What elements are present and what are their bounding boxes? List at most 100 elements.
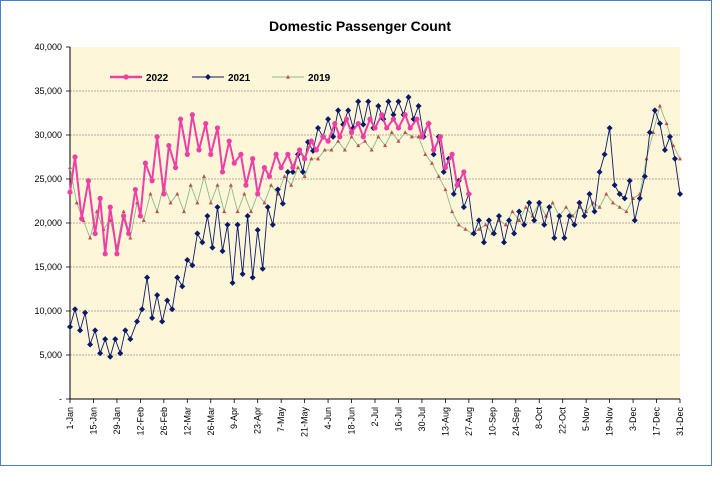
y-tick-label: 30,000 <box>34 130 62 140</box>
x-tick-label: 9-Apr <box>229 407 239 429</box>
point-2022 <box>426 121 431 126</box>
point-2022 <box>185 152 190 157</box>
x-tick-label: 10-Sep <box>487 407 497 436</box>
point-2022 <box>103 251 108 256</box>
x-tick-label: 31-Dec <box>675 407 685 437</box>
x-tick-label: 17-Dec <box>652 407 662 437</box>
point-2022 <box>173 165 178 170</box>
point-2022 <box>443 165 448 170</box>
point-2022 <box>93 231 98 236</box>
point-2022 <box>408 125 413 130</box>
point-2022 <box>155 134 160 139</box>
point-2022 <box>325 139 330 144</box>
x-tick-label: 30-Jul <box>417 407 427 432</box>
y-tick-label: 35,000 <box>34 86 62 96</box>
point-2022 <box>166 143 171 148</box>
x-tick-label: 19-Nov <box>605 407 615 437</box>
x-tick-label: 24-Sep <box>511 407 521 436</box>
point-2022 <box>391 117 396 122</box>
point-2022 <box>320 134 325 139</box>
legend-label: 2021 <box>228 73 251 84</box>
y-tick-label: 25,000 <box>34 174 62 184</box>
y-tick-label: 10,000 <box>34 306 62 316</box>
point-2022 <box>379 112 384 117</box>
point-2022 <box>344 117 349 122</box>
point-2022 <box>114 251 119 256</box>
point-2022 <box>332 121 337 126</box>
point-2022 <box>349 130 354 135</box>
passenger-chart: 40,00035,00030,00025,00020,00015,00010,0… <box>0 0 720 482</box>
point-2022 <box>455 183 460 188</box>
point-2022 <box>262 165 267 170</box>
point-2022 <box>190 112 195 117</box>
x-tick-label: 12-Mar <box>182 407 192 436</box>
point-2022 <box>367 117 372 122</box>
y-tick-label: 15,000 <box>34 262 62 272</box>
x-tick-label: 18-Jun <box>347 407 357 435</box>
legend-label: 2022 <box>146 73 169 84</box>
point-2022 <box>215 125 220 130</box>
point-2022 <box>203 121 208 126</box>
x-tick-label: 13-Aug <box>440 407 450 436</box>
x-tick-label: 8-Oct <box>534 407 544 430</box>
point-2022 <box>178 117 183 122</box>
point-2022 <box>461 169 466 174</box>
x-axis-ticks: 1-Jan 15-Jan 29-Jan 12-Feb 26-Feb 12-Mar 26-Ma… <box>65 399 685 437</box>
point-2022 <box>238 152 243 157</box>
x-tick-label: 7-May <box>276 407 286 433</box>
point-2022 <box>384 125 389 130</box>
point-2022 <box>255 191 260 196</box>
point-2022 <box>123 74 128 79</box>
point-2022 <box>449 152 454 157</box>
x-tick-label: 15-Jan <box>88 407 98 435</box>
point-2022 <box>285 152 290 157</box>
y-tick-label: 40,000 <box>34 42 62 52</box>
point-2022 <box>337 134 342 139</box>
point-2022 <box>161 191 166 196</box>
point-2022 <box>208 152 213 157</box>
point-2022 <box>86 178 91 183</box>
y-tick-label: - <box>59 394 62 404</box>
point-2022 <box>150 178 155 183</box>
point-2022 <box>438 134 443 139</box>
point-2022 <box>361 134 366 139</box>
x-tick-label: 26-Mar <box>206 407 216 436</box>
point-2022 <box>220 169 225 174</box>
point-2022 <box>372 125 377 130</box>
point-2022 <box>403 112 408 117</box>
point-2022 <box>243 183 248 188</box>
point-2022 <box>274 152 279 157</box>
point-2022 <box>419 134 424 139</box>
point-2022 <box>108 205 113 210</box>
x-tick-label: 21-May <box>300 407 310 438</box>
point-2022 <box>227 139 232 144</box>
x-tick-label: 1-Jan <box>65 407 75 430</box>
x-tick-label: 4-Jun <box>323 407 333 430</box>
point-2022 <box>466 191 471 196</box>
point-2022 <box>302 156 307 161</box>
x-tick-label: 29-Jan <box>112 407 122 435</box>
x-tick-label: 3-Dec <box>628 407 638 432</box>
x-tick-label: 23-Apr <box>253 407 263 434</box>
point-2022 <box>143 161 148 166</box>
x-tick-label: 27-Aug <box>464 407 474 436</box>
point-2022 <box>431 147 436 152</box>
point-2022 <box>72 154 77 159</box>
x-tick-label: 5-Nov <box>581 407 591 432</box>
x-tick-label: 16-Jul <box>393 407 403 432</box>
x-tick-label: 22-Oct <box>558 407 568 435</box>
point-2022 <box>79 216 84 221</box>
point-2022 <box>414 117 419 122</box>
y-tick-label: 5,000 <box>39 350 62 360</box>
x-tick-label: 2-Jul <box>370 407 380 427</box>
point-2022 <box>279 165 284 170</box>
point-2022 <box>232 161 237 166</box>
point-2022 <box>138 213 143 218</box>
point-2022 <box>98 196 103 201</box>
x-tick-label: 12-Feb <box>135 407 145 436</box>
point-2022 <box>121 213 126 218</box>
point-2022 <box>297 147 302 152</box>
point-2022 <box>67 190 72 195</box>
point-2022 <box>396 125 401 130</box>
point-2022 <box>356 121 361 126</box>
